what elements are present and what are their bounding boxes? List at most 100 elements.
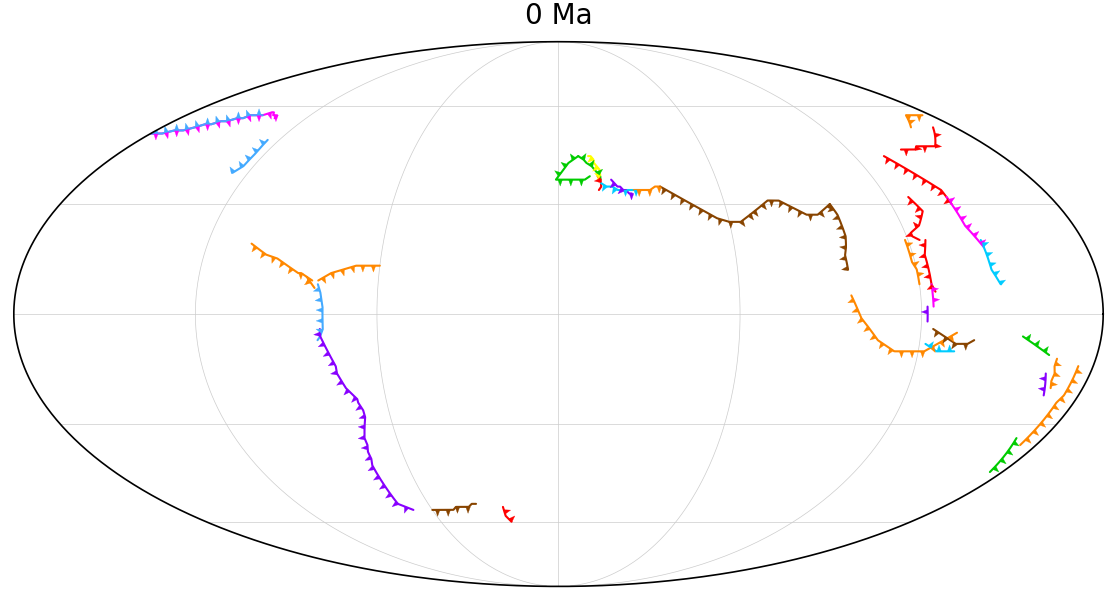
Polygon shape [359, 435, 365, 440]
Polygon shape [1039, 376, 1046, 381]
Polygon shape [965, 223, 972, 230]
Polygon shape [340, 269, 344, 276]
Polygon shape [315, 297, 322, 302]
Polygon shape [271, 257, 276, 263]
Polygon shape [316, 308, 323, 313]
Polygon shape [318, 342, 325, 347]
Polygon shape [1047, 413, 1052, 419]
Polygon shape [305, 279, 311, 285]
Polygon shape [828, 206, 834, 212]
Polygon shape [216, 116, 220, 123]
Polygon shape [594, 173, 601, 179]
Polygon shape [13, 42, 1104, 586]
Polygon shape [206, 124, 210, 131]
Polygon shape [904, 150, 908, 156]
Polygon shape [392, 501, 399, 507]
Polygon shape [629, 193, 633, 200]
Polygon shape [939, 341, 945, 348]
Polygon shape [260, 252, 266, 258]
Polygon shape [579, 180, 584, 186]
Polygon shape [937, 345, 942, 351]
Polygon shape [990, 263, 996, 267]
Polygon shape [257, 115, 261, 122]
Polygon shape [973, 231, 978, 238]
Polygon shape [993, 466, 999, 472]
Polygon shape [1054, 362, 1061, 366]
Polygon shape [206, 118, 210, 124]
Polygon shape [832, 215, 839, 220]
Polygon shape [809, 215, 813, 221]
Polygon shape [906, 243, 913, 247]
Polygon shape [789, 206, 793, 212]
Polygon shape [236, 112, 241, 119]
Polygon shape [708, 214, 713, 220]
Polygon shape [1071, 379, 1078, 384]
Polygon shape [915, 146, 923, 150]
Polygon shape [671, 193, 676, 200]
Polygon shape [352, 396, 357, 402]
Polygon shape [922, 179, 927, 185]
Polygon shape [1012, 441, 1019, 446]
Polygon shape [935, 133, 942, 138]
Polygon shape [557, 180, 563, 186]
Polygon shape [952, 343, 957, 349]
Polygon shape [920, 351, 925, 358]
Polygon shape [908, 120, 916, 125]
Polygon shape [251, 246, 258, 252]
Polygon shape [230, 167, 236, 174]
Polygon shape [185, 129, 190, 136]
Polygon shape [657, 187, 661, 193]
Polygon shape [373, 475, 380, 480]
Polygon shape [361, 445, 367, 450]
Polygon shape [321, 277, 326, 284]
Polygon shape [279, 261, 285, 268]
Polygon shape [852, 308, 859, 313]
Polygon shape [226, 115, 230, 122]
Polygon shape [779, 201, 784, 208]
Polygon shape [581, 154, 586, 160]
Polygon shape [947, 345, 952, 351]
Polygon shape [316, 329, 323, 333]
Polygon shape [288, 267, 294, 274]
Polygon shape [602, 185, 608, 192]
Polygon shape [909, 253, 916, 257]
Polygon shape [982, 243, 989, 247]
Polygon shape [930, 184, 936, 191]
Polygon shape [174, 124, 179, 130]
Polygon shape [246, 110, 250, 117]
Polygon shape [359, 425, 364, 429]
Polygon shape [904, 168, 909, 175]
Polygon shape [908, 199, 914, 205]
Polygon shape [446, 510, 450, 516]
Polygon shape [569, 180, 573, 186]
Polygon shape [259, 139, 266, 146]
Polygon shape [919, 254, 926, 258]
Polygon shape [879, 342, 885, 349]
Polygon shape [316, 319, 323, 323]
Polygon shape [648, 190, 652, 196]
Polygon shape [909, 351, 915, 358]
Polygon shape [610, 182, 617, 188]
Polygon shape [1038, 387, 1046, 392]
Polygon shape [185, 123, 190, 130]
Polygon shape [355, 405, 362, 411]
Polygon shape [1025, 437, 1031, 443]
Polygon shape [927, 284, 934, 290]
Polygon shape [331, 370, 337, 375]
Polygon shape [1043, 346, 1049, 353]
Polygon shape [718, 219, 723, 225]
Polygon shape [174, 130, 179, 137]
Polygon shape [915, 215, 922, 219]
Polygon shape [637, 190, 641, 196]
Polygon shape [954, 206, 961, 212]
Polygon shape [840, 246, 847, 250]
Polygon shape [1059, 397, 1066, 403]
Polygon shape [252, 147, 258, 154]
Polygon shape [980, 239, 986, 246]
Polygon shape [1025, 334, 1031, 341]
Polygon shape [917, 115, 922, 122]
Polygon shape [933, 298, 939, 302]
Polygon shape [728, 222, 733, 228]
Polygon shape [993, 271, 1000, 276]
Polygon shape [943, 336, 948, 343]
